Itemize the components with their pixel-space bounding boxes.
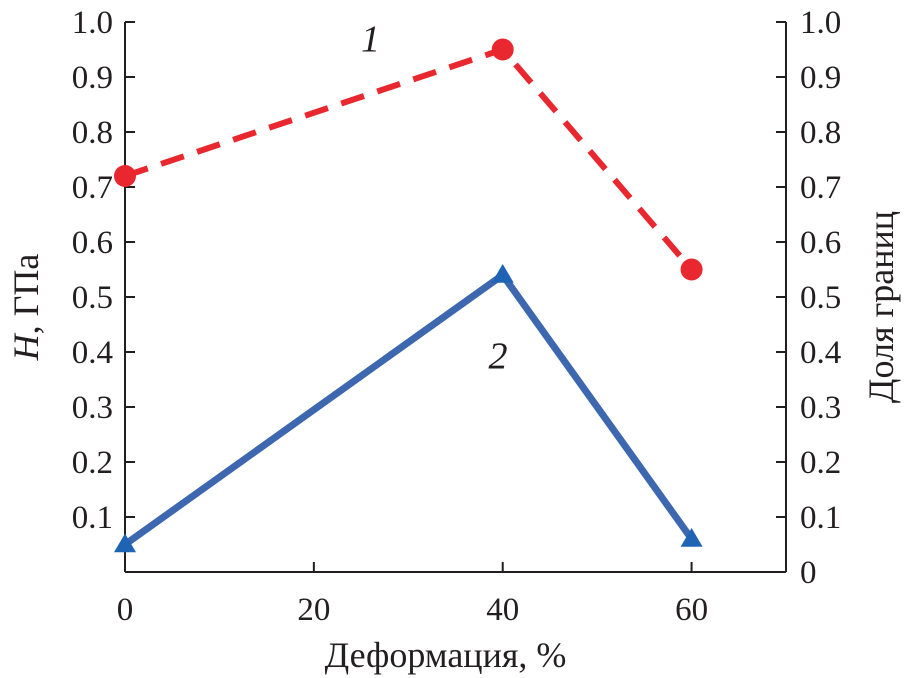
y-left-tick-label: 0.1 [72, 500, 113, 536]
y-right-tick-label: 0.4 [800, 335, 841, 371]
x-tick-label: 60 [675, 592, 708, 628]
y-axis-left-title: H, ГПа [6, 254, 46, 362]
series-2-point [114, 533, 136, 553]
series-2-line [122, 271, 695, 548]
y-axis-left-unit: , ГПа [6, 254, 46, 335]
y-right-tick-label: 0.1 [800, 500, 841, 536]
axis-titles: Деформация, % H, ГПа Доля границ [6, 211, 901, 675]
y-right-tick-label: 0.9 [800, 60, 841, 96]
y-right-tick-label: 0.2 [800, 445, 841, 481]
series: 12 [114, 19, 703, 553]
y-left-tick-label: 0.2 [72, 445, 113, 481]
ticks: 0 20 40 60 0.1 0.2 0.3 0.4 0.5 0.6 0.7 0.8 0.9 1.0 0 0.… [72, 5, 842, 628]
x-axis-title: Деформация, % [325, 635, 567, 675]
y-left-tick-label: 0.3 [72, 390, 113, 426]
y-left-tick-label: 0.8 [72, 115, 113, 151]
axes [124, 22, 787, 573]
y-left-tick-label: 0.4 [72, 335, 113, 371]
y-right-tick-label: 1.0 [800, 5, 841, 41]
y-right-tick-label: 0.7 [800, 170, 841, 206]
x-tick-label: 0 [117, 592, 134, 628]
y-left-tick-label: 0.5 [72, 280, 113, 316]
series-2-label: 2 [488, 336, 507, 378]
y-right-tick-label: 0.8 [800, 115, 841, 151]
y-right-tick-label: 0 [800, 555, 817, 591]
y-left-tick-label: 0.9 [72, 60, 113, 96]
x-tick-label: 40 [486, 592, 519, 628]
y-right-tick-label: 0.3 [800, 390, 841, 426]
series-1-line [124, 46, 694, 272]
series-1-label: 1 [361, 19, 380, 61]
y-right-tick-label: 0.6 [800, 225, 841, 261]
series-1-point [114, 165, 136, 187]
series-2-point [680, 528, 703, 547]
y-axis-left-symbol: H [6, 332, 46, 361]
y-left-tick-label: 0.6 [72, 225, 113, 261]
x-tick-label: 20 [297, 592, 330, 628]
y-axis-right-title: Доля границ [861, 211, 901, 403]
y-left-tick-label: 1.0 [72, 5, 113, 41]
series-2-point [491, 264, 514, 283]
series-1-point [680, 258, 703, 281]
series-1-point [491, 38, 514, 61]
y-left-tick-label: 0.7 [72, 170, 113, 206]
y-right-tick-label: 0.5 [800, 280, 841, 316]
